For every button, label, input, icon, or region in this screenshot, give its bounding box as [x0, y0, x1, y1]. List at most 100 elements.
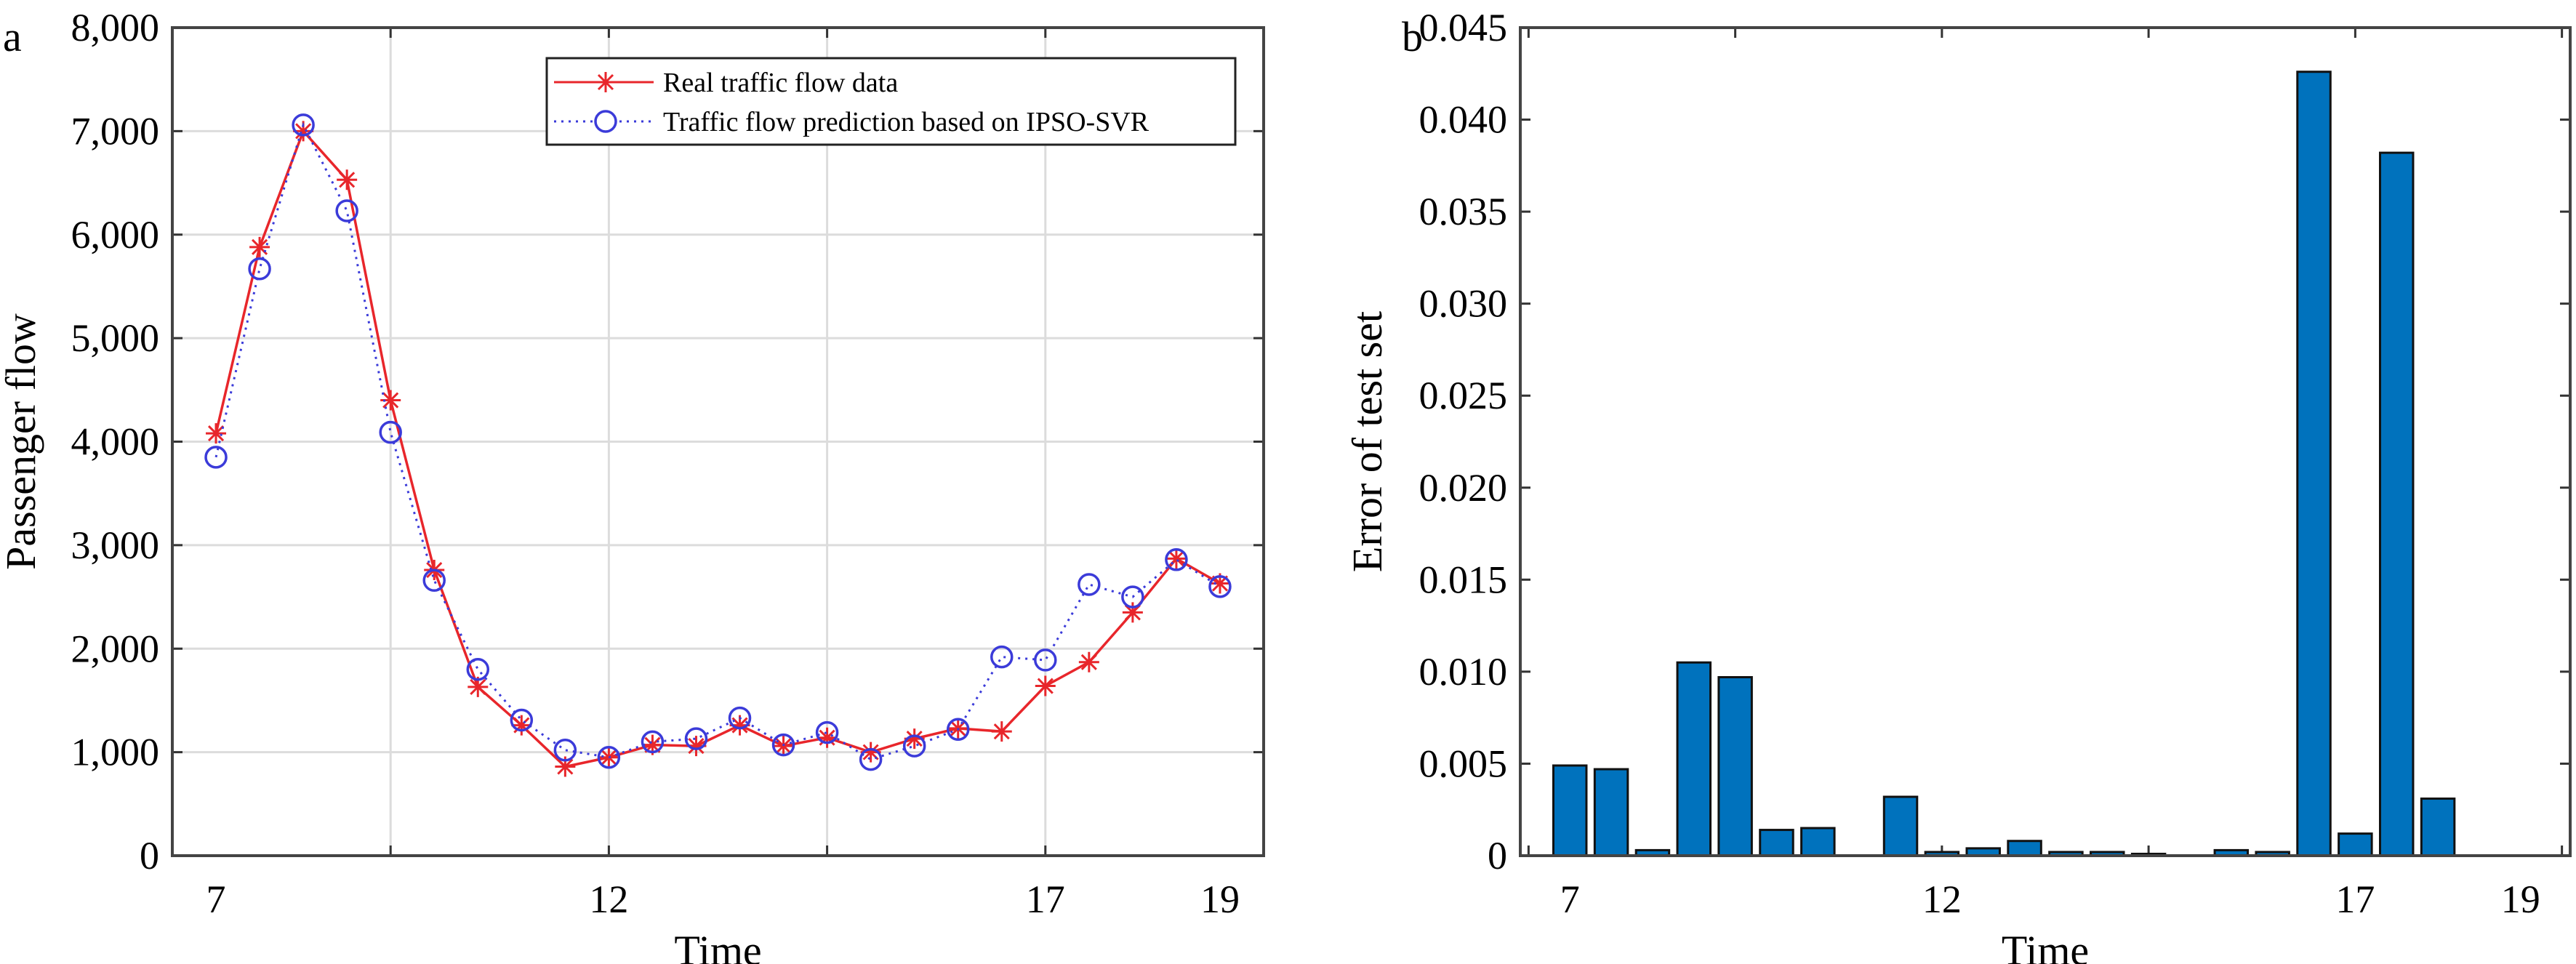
y-tick-label: 8,000 — [71, 6, 160, 49]
data-point-predicted — [902, 734, 926, 758]
data-point-real — [991, 721, 1012, 742]
data-point-predicted — [510, 708, 534, 732]
data-point-real — [686, 736, 707, 757]
y-tick-label: 0.030 — [1419, 282, 1508, 326]
x-axis-label: Time — [674, 927, 761, 964]
plot-frame — [1519, 26, 2572, 857]
data-point-predicted — [859, 747, 883, 771]
y-tick-label: 0.040 — [1419, 98, 1508, 142]
y-axis-label: Error of test set — [1344, 311, 1391, 572]
x-tick-label: 19 — [2501, 877, 2540, 921]
data-point-real — [1165, 548, 1187, 569]
data-point-real — [1209, 573, 1230, 594]
x-tick-label: 12 — [1922, 877, 1962, 921]
data-point-real — [249, 236, 270, 257]
legend-entry-label: Real traffic flow data — [663, 68, 898, 98]
y-tick-label: 0.020 — [1419, 466, 1508, 510]
data-point-predicted — [771, 733, 795, 757]
data-point-predicted — [728, 706, 752, 730]
data-point-real — [555, 756, 576, 777]
data-point-predicted — [1121, 585, 1144, 608]
bar — [2378, 151, 2415, 857]
panel-a-passenger-flow-chart: 0 1,000 2,000 3,000 4,000 5,000 6,000 7,000 8,00… — [0, 6, 1265, 964]
bar — [1593, 768, 1629, 857]
y-tick-label: 0.025 — [1419, 374, 1508, 417]
x-tick-label: 7 — [206, 877, 226, 921]
bar — [2296, 71, 2332, 857]
data-point-real — [380, 390, 401, 411]
data-point-real — [729, 715, 750, 736]
bar — [1676, 661, 1712, 857]
data-point-real — [206, 423, 227, 444]
bar — [2338, 832, 2373, 857]
y-tick-label: 1,000 — [71, 731, 160, 774]
y-tick-label: 0.005 — [1419, 742, 1508, 785]
data-point-predicted — [1078, 573, 1101, 596]
legend-box — [545, 57, 1237, 146]
data-point-real — [860, 742, 881, 763]
data-point-predicted — [248, 257, 271, 281]
y-tick-label: 0.015 — [1419, 558, 1508, 601]
data-point-predicted — [597, 745, 621, 769]
plot-frame — [171, 26, 1265, 857]
data-point-real — [816, 727, 838, 748]
y-tick-label: 0.045 — [1419, 6, 1508, 49]
x-axis-label: Time — [2002, 927, 2089, 964]
data-point-predicted — [990, 645, 1014, 669]
data-point-predicted — [379, 420, 402, 444]
data-point-predicted — [1165, 548, 1188, 571]
data-point-real — [1035, 675, 1056, 696]
y-tick-label: 5,000 — [71, 316, 160, 360]
legend-circle-icon — [594, 110, 617, 133]
panel-b-error-bar-chart: 0 0.005 0.010 0.015 0.020 0.025 0.030 0.035 0.04… — [1344, 6, 2572, 964]
bar — [1800, 827, 1836, 857]
bar — [2420, 798, 2456, 857]
data-point-real — [293, 121, 314, 142]
data-point-predicted — [815, 720, 839, 744]
y-tick-label: 7,000 — [71, 109, 160, 153]
data-point-predicted — [335, 199, 358, 222]
y-axis-label: Passenger flow — [0, 313, 44, 570]
y-tick-label: 2,000 — [71, 627, 160, 670]
data-point-predicted — [641, 730, 665, 754]
data-point-predicted — [422, 569, 446, 593]
y-tick-label: 3,000 — [71, 523, 160, 567]
data-point-predicted — [466, 657, 490, 681]
bar — [1882, 795, 1919, 857]
data-point-real — [1078, 651, 1099, 672]
bar — [1759, 829, 1794, 857]
data-point-real — [511, 715, 532, 736]
legend-entry-label: Traffic flow prediction based on IPSO-SV… — [663, 107, 1149, 137]
series-line-real — [214, 129, 1221, 768]
data-point-predicted — [553, 739, 577, 762]
x-tick-label: 12 — [589, 877, 628, 921]
y-tick-label: 4,000 — [71, 420, 160, 464]
data-point-real — [468, 676, 489, 697]
data-point-predicted — [204, 446, 228, 469]
y-tick-label: 0.010 — [1419, 650, 1508, 694]
data-point-predicted — [1208, 575, 1232, 598]
y-tick-label: 0 — [1488, 834, 1507, 877]
x-tick-label: 19 — [1200, 877, 1240, 921]
y-tick-label: 0.035 — [1419, 190, 1508, 233]
data-point-real — [337, 169, 358, 190]
x-tick-label: 7 — [1560, 877, 1580, 921]
x-tick-label: 17 — [1026, 877, 1065, 921]
data-point-predicted — [946, 718, 970, 742]
y-tick-label: 6,000 — [71, 213, 160, 257]
data-point-real — [642, 734, 663, 755]
y-tick-label: 0 — [140, 834, 159, 877]
data-point-predicted — [684, 727, 708, 750]
x-tick-label: 17 — [2335, 877, 2375, 921]
panel-label: a — [3, 13, 22, 60]
data-point-real — [904, 728, 925, 750]
bar — [1552, 764, 1588, 857]
data-point-real — [1122, 602, 1143, 623]
legend: Real traffic flow data Traffic flow predi… — [545, 57, 1237, 146]
panel-label: b — [1402, 13, 1423, 60]
data-point-predicted — [1034, 648, 1057, 672]
data-point-predicted — [292, 113, 315, 137]
bar — [2007, 840, 2042, 857]
bar — [1717, 675, 1753, 857]
